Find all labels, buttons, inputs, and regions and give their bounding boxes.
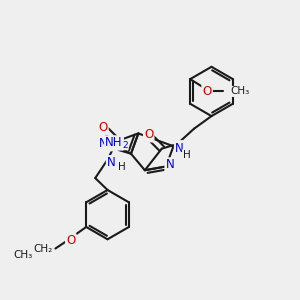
Text: CH₃: CH₃ (13, 250, 32, 260)
Text: 2: 2 (122, 141, 128, 150)
Text: CH₃: CH₃ (230, 86, 250, 96)
Text: N: N (107, 156, 116, 169)
Text: N: N (175, 142, 184, 155)
Text: CH₂: CH₂ (33, 244, 52, 254)
Text: O: O (66, 234, 75, 247)
Text: O: O (202, 85, 212, 98)
Text: 2: 2 (114, 139, 120, 148)
Text: N: N (166, 158, 174, 171)
Text: O: O (98, 121, 108, 134)
Text: O: O (144, 128, 153, 141)
Text: H: H (118, 162, 125, 172)
Text: H: H (182, 150, 190, 160)
Text: S: S (175, 141, 182, 154)
Text: NH: NH (105, 136, 123, 149)
Text: NH: NH (99, 137, 117, 150)
